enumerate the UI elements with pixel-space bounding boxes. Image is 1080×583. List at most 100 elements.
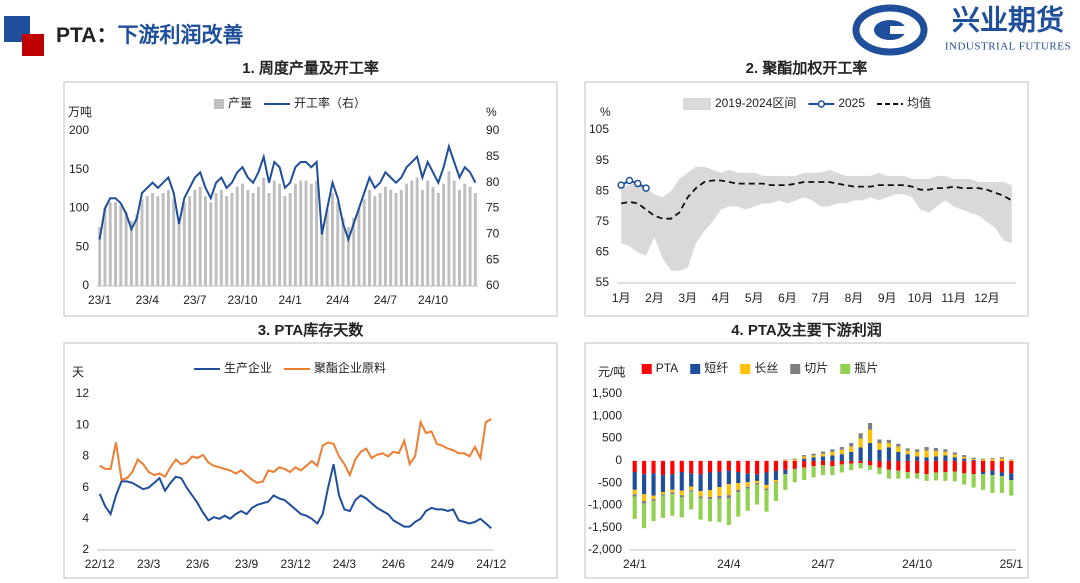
y-tick-label: 150 <box>69 162 89 176</box>
stacked-bar-segment <box>839 454 844 461</box>
stacked-bar-segment <box>773 483 778 501</box>
stacked-bar-segment <box>868 422 873 430</box>
stacked-bar-segment <box>717 460 722 472</box>
point-marker <box>642 184 650 192</box>
bar <box>188 196 192 286</box>
y-tick-label: 75 <box>596 214 610 228</box>
stacked-bar-segment <box>632 494 637 497</box>
legend-swatch <box>740 364 751 374</box>
bar <box>241 183 245 286</box>
stacked-bar-segment <box>820 465 826 476</box>
bar <box>378 193 382 286</box>
stacked-bar-segment <box>839 449 844 455</box>
chart-frame <box>584 342 1029 579</box>
stacked-bar-segment <box>933 460 939 473</box>
stacked-bar-segment <box>849 443 854 447</box>
legend-label: 均值 <box>907 95 931 110</box>
bar <box>230 193 234 286</box>
bar <box>357 208 361 286</box>
x-tick-label: 22/12 <box>85 557 115 571</box>
bar <box>368 189 372 286</box>
stacked-bar-segment <box>980 472 986 475</box>
stacked-bar-segment <box>792 459 797 461</box>
header-square-red <box>22 34 44 56</box>
stacked-bar-segment <box>745 473 750 483</box>
stacked-bar-segment <box>839 460 844 465</box>
stacked-bar-segment <box>877 443 882 450</box>
bar <box>325 208 329 286</box>
stacked-bar-segment <box>971 474 976 488</box>
stacked-bar-segment <box>962 473 967 485</box>
stacked-bar-segment <box>698 460 703 475</box>
stacked-bar-segment <box>999 472 1004 477</box>
stacked-bar-segment <box>886 469 891 479</box>
stacked-bar-segment <box>915 460 920 474</box>
legend-label: 2019-2024区间 <box>715 96 796 110</box>
stacked-bar-segment <box>886 439 891 444</box>
stacked-bar-segment <box>642 460 647 475</box>
y-tick-label: 100 <box>69 201 89 215</box>
y2-tick-label: 80 <box>486 175 500 189</box>
stacked-bar-segment <box>698 474 703 492</box>
stacked-bar-segment <box>886 460 891 470</box>
stacked-bar-segment <box>679 495 684 498</box>
stacked-bar-segment <box>858 447 863 461</box>
bar <box>299 180 303 286</box>
y-tick-label: 0 <box>615 453 622 467</box>
bar <box>262 177 266 286</box>
bar <box>225 196 229 286</box>
y-axis-unit: 元/吨 <box>598 365 625 379</box>
stacked-bar-segment <box>905 454 910 461</box>
stacked-bar-segment <box>868 460 873 466</box>
stacked-bar-segment <box>943 455 948 461</box>
stacked-bar-segment <box>915 473 920 479</box>
bar <box>129 220 133 286</box>
stacked-bar-segment <box>755 484 760 505</box>
stacked-bar-segment <box>670 489 675 493</box>
y-tick-label: -1,000 <box>588 498 622 512</box>
stacked-bar-segment <box>849 460 854 464</box>
stacked-bar-segment <box>660 460 666 476</box>
stacked-bar-segment <box>877 460 882 468</box>
stacked-bar-segment <box>764 484 769 489</box>
x-tick-label: 10月 <box>908 291 933 305</box>
x-tick-label: 2月 <box>645 291 664 305</box>
stacked-bar-segment <box>952 460 957 472</box>
stacked-bar-segment <box>698 491 703 497</box>
stacked-bar-segment <box>717 498 722 522</box>
y-tick-label: 85 <box>596 183 610 197</box>
x-tick-label: 1月 <box>612 291 631 305</box>
bar <box>283 196 287 286</box>
stacked-bar-segment <box>670 460 675 475</box>
stacked-bar-segment <box>896 460 901 471</box>
bar <box>203 196 207 286</box>
y-tick-label: 95 <box>596 153 610 167</box>
stacked-bar-segment <box>980 460 986 472</box>
stacked-bar-segment <box>773 460 778 472</box>
y-tick-label: -1,500 <box>588 520 622 534</box>
legend-label: 产量 <box>228 96 252 110</box>
line-series <box>99 418 492 484</box>
bar <box>108 202 112 286</box>
bar <box>219 189 223 286</box>
stacked-bar-segment <box>849 451 854 461</box>
stacked-bar-segment <box>783 460 788 470</box>
y-tick-label: 4 <box>82 511 89 525</box>
stacked-bar-segment <box>755 483 760 485</box>
legend-label: 2025 <box>838 96 865 110</box>
bar <box>198 186 202 286</box>
stacked-bar-segment <box>1009 473 1014 481</box>
y-tick-label: -500 <box>598 475 622 489</box>
bar <box>373 196 377 286</box>
legend-swatch <box>690 364 701 374</box>
stacked-bar-segment <box>896 443 901 447</box>
x-tick-label: 8月 <box>845 291 864 305</box>
stacked-bar-segment <box>736 492 741 517</box>
stacked-bar-segment <box>632 496 637 519</box>
x-tick-label: 24/9 <box>431 557 455 571</box>
stacked-bar-segment <box>802 467 807 481</box>
stacked-bar-segment <box>632 472 637 490</box>
bar <box>463 183 467 286</box>
y2-tick-label: 70 <box>486 227 500 241</box>
